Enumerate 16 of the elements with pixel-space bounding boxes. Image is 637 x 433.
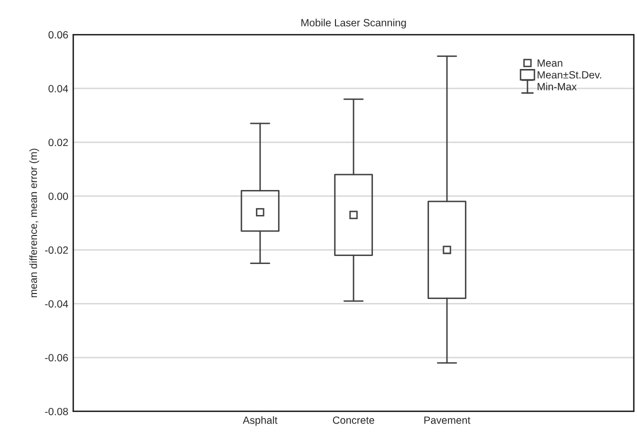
y-axis-title: mean difference, mean error (m) xyxy=(29,148,40,298)
y-tick-label: 0.06 xyxy=(48,31,68,39)
x-tick-label: Asphalt xyxy=(242,416,278,426)
y-tick-label: 0.04 xyxy=(48,84,68,92)
x-tick-label: Concrete xyxy=(332,416,374,424)
annotation: Mean±St.Dev. xyxy=(538,71,602,79)
annotation: Min-Max xyxy=(538,82,577,90)
y-tick-label: -0.08 xyxy=(45,408,68,416)
y-tick-label: -0.06 xyxy=(45,354,68,362)
annotation: Mean xyxy=(538,59,562,67)
y-tick-label: -0.02 xyxy=(45,246,68,254)
chart-title: Mobile Laser Scanning xyxy=(301,18,406,28)
y-tick-label: 0.02 xyxy=(48,138,68,146)
x-tick-label: Pavement xyxy=(424,416,470,424)
y-tick-label: -0.04 xyxy=(45,300,68,308)
y-tick-label: 0.00 xyxy=(48,192,68,200)
